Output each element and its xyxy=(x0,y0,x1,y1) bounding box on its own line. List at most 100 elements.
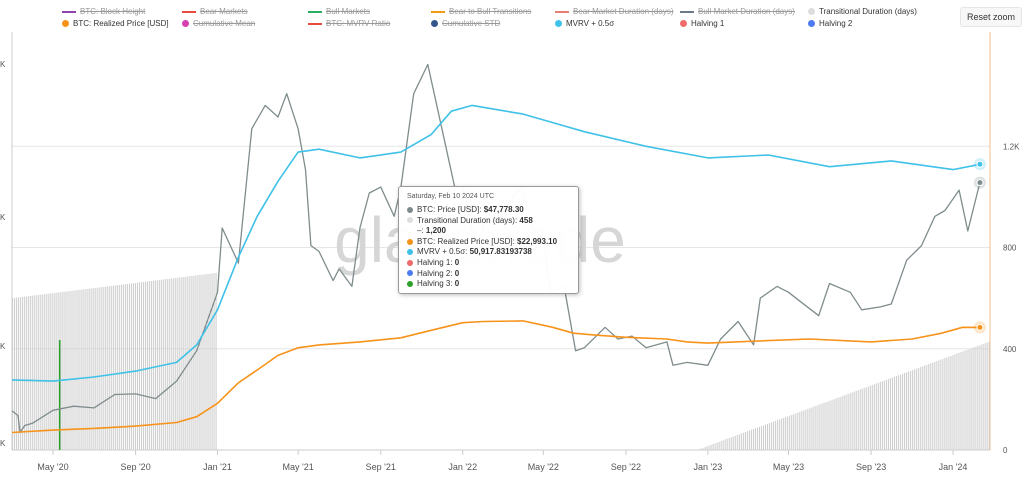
duration-bar xyxy=(843,395,845,450)
duration-bar xyxy=(978,345,980,450)
legend-item-halving-1[interactable]: Halving 1 xyxy=(680,19,724,29)
tooltip-dot xyxy=(407,259,413,266)
duration-bar xyxy=(793,414,795,450)
duration-bar xyxy=(962,351,964,450)
duration-bar xyxy=(191,275,193,450)
legend-label: BTC: MVRV Ratio xyxy=(326,19,391,28)
duration-bar xyxy=(902,373,904,450)
legend-symbol xyxy=(808,8,815,16)
right-tick-label: 0 xyxy=(1003,446,1008,455)
duration-bar xyxy=(805,409,807,450)
tooltip-value: 1,200 xyxy=(425,226,446,236)
legend-item-bull-markets[interactable]: Bull Markets xyxy=(308,7,370,17)
duration-bar xyxy=(68,291,70,450)
duration-bar xyxy=(149,281,151,450)
duration-bar xyxy=(762,425,765,450)
legend-item-halving-2[interactable]: Halving 2 xyxy=(808,19,852,29)
duration-bar xyxy=(918,367,920,450)
duration-bar xyxy=(157,280,159,450)
reset-zoom-button[interactable]: Reset zoom xyxy=(960,7,1022,27)
duration-bar xyxy=(12,298,14,450)
legend-item-cumulative-mean[interactable]: Cumulative Mean xyxy=(182,19,255,29)
duration-bar xyxy=(779,419,781,450)
duration-bar xyxy=(40,294,42,450)
tooltip-dot xyxy=(407,217,413,224)
series-line-mvrv-0-5 xyxy=(11,104,981,382)
duration-bar xyxy=(769,423,771,450)
duration-bar xyxy=(718,441,720,450)
legend-item-bear-markets[interactable]: Bear Markets xyxy=(182,7,248,17)
duration-bar xyxy=(811,407,813,450)
duration-bar xyxy=(205,274,207,450)
tooltip-dot xyxy=(407,249,413,256)
duration-bar xyxy=(185,276,187,450)
duration-bar xyxy=(912,370,914,450)
duration-bar xyxy=(740,433,742,450)
x-tick-label: Jan '22 xyxy=(448,462,477,472)
legend-symbol xyxy=(680,20,687,28)
duration-bar xyxy=(928,364,930,450)
duration-bar xyxy=(914,369,916,450)
duration-bar xyxy=(791,414,793,450)
duration-bar xyxy=(714,443,716,450)
duration-bar xyxy=(982,343,984,450)
duration-bar xyxy=(24,296,26,450)
right-tick-label: 400 xyxy=(1003,345,1017,354)
duration-bar xyxy=(70,290,72,450)
duration-bar xyxy=(698,449,700,450)
duration-bar xyxy=(787,416,789,450)
legend-symbol xyxy=(182,20,189,28)
legend-item-bear-market-duration-days[interactable]: Bear Market Duration (days) xyxy=(555,7,673,17)
duration-bar xyxy=(946,357,948,450)
duration-bar xyxy=(968,349,970,450)
tooltip-label: Halving 3: xyxy=(417,279,455,289)
tooltip-value: $47,778.30 xyxy=(483,205,524,214)
legend-item-bull-market-duration-days[interactable]: Bull Market Duration (days) xyxy=(680,7,795,17)
tooltip-label: BTC: Price [USD]: xyxy=(417,205,484,214)
duration-bar xyxy=(88,288,90,450)
duration-bar xyxy=(869,385,871,450)
legend-item-cumulative-std[interactable]: Cumulative STD xyxy=(431,19,500,29)
tooltip-label: MVRV + 0.5σ: xyxy=(417,247,470,257)
tooltip-value: $22,993.10 xyxy=(517,236,558,246)
duration-bar xyxy=(183,276,185,450)
duration-bar xyxy=(974,346,976,450)
legend-item-mvrv-0-5[interactable]: MVRV + 0.5σ xyxy=(555,19,614,29)
duration-bar xyxy=(986,342,988,450)
duration-bar xyxy=(195,275,197,450)
legend-symbol xyxy=(431,10,445,13)
duration-bar xyxy=(159,279,161,450)
legend-item-btc-block-height[interactable]: BTC: Block Height xyxy=(62,7,145,17)
duration-bar xyxy=(958,352,960,450)
right-axis: 0 400 800 1.2K xyxy=(1003,142,1020,455)
duration-bar xyxy=(883,380,885,450)
duration-bar xyxy=(120,284,122,450)
tooltip-row: Halving 2: 0 xyxy=(407,269,459,279)
duration-bar xyxy=(766,423,769,450)
duration-bar xyxy=(42,294,44,450)
duration-bar xyxy=(116,285,118,450)
legend-label: Bull Markets xyxy=(326,7,371,16)
duration-bar xyxy=(764,424,767,450)
duration-bar xyxy=(56,292,58,450)
legend-item-btc-mvrv-ratio[interactable]: BTC: MVRV Ratio xyxy=(308,19,390,29)
duration-bar xyxy=(118,284,120,450)
legend-item-bear-to-bull-transitions[interactable]: Bear to Bull Transitions xyxy=(431,7,531,17)
duration-bar xyxy=(922,366,924,450)
duration-bar xyxy=(750,429,752,450)
legend-item-transitional-duration-days[interactable]: Transitional Duration (days) xyxy=(808,7,917,17)
duration-bar xyxy=(124,284,126,450)
tooltip-row: Halving 1: 0 xyxy=(407,258,459,268)
x-tick-label: May '23 xyxy=(773,462,804,472)
tooltip-label: –: xyxy=(417,226,426,236)
legend-item-btc-realized-price-usd[interactable]: BTC: Realized Price [USD] xyxy=(62,19,169,29)
duration-bar xyxy=(30,295,32,450)
duration-bar xyxy=(28,296,30,450)
duration-bar xyxy=(728,438,730,450)
duration-bar xyxy=(704,447,706,450)
duration-bar xyxy=(775,420,777,450)
duration-bar xyxy=(942,358,944,450)
duration-bar xyxy=(773,421,775,450)
duration-bar xyxy=(871,384,873,450)
duration-bar xyxy=(46,293,48,450)
